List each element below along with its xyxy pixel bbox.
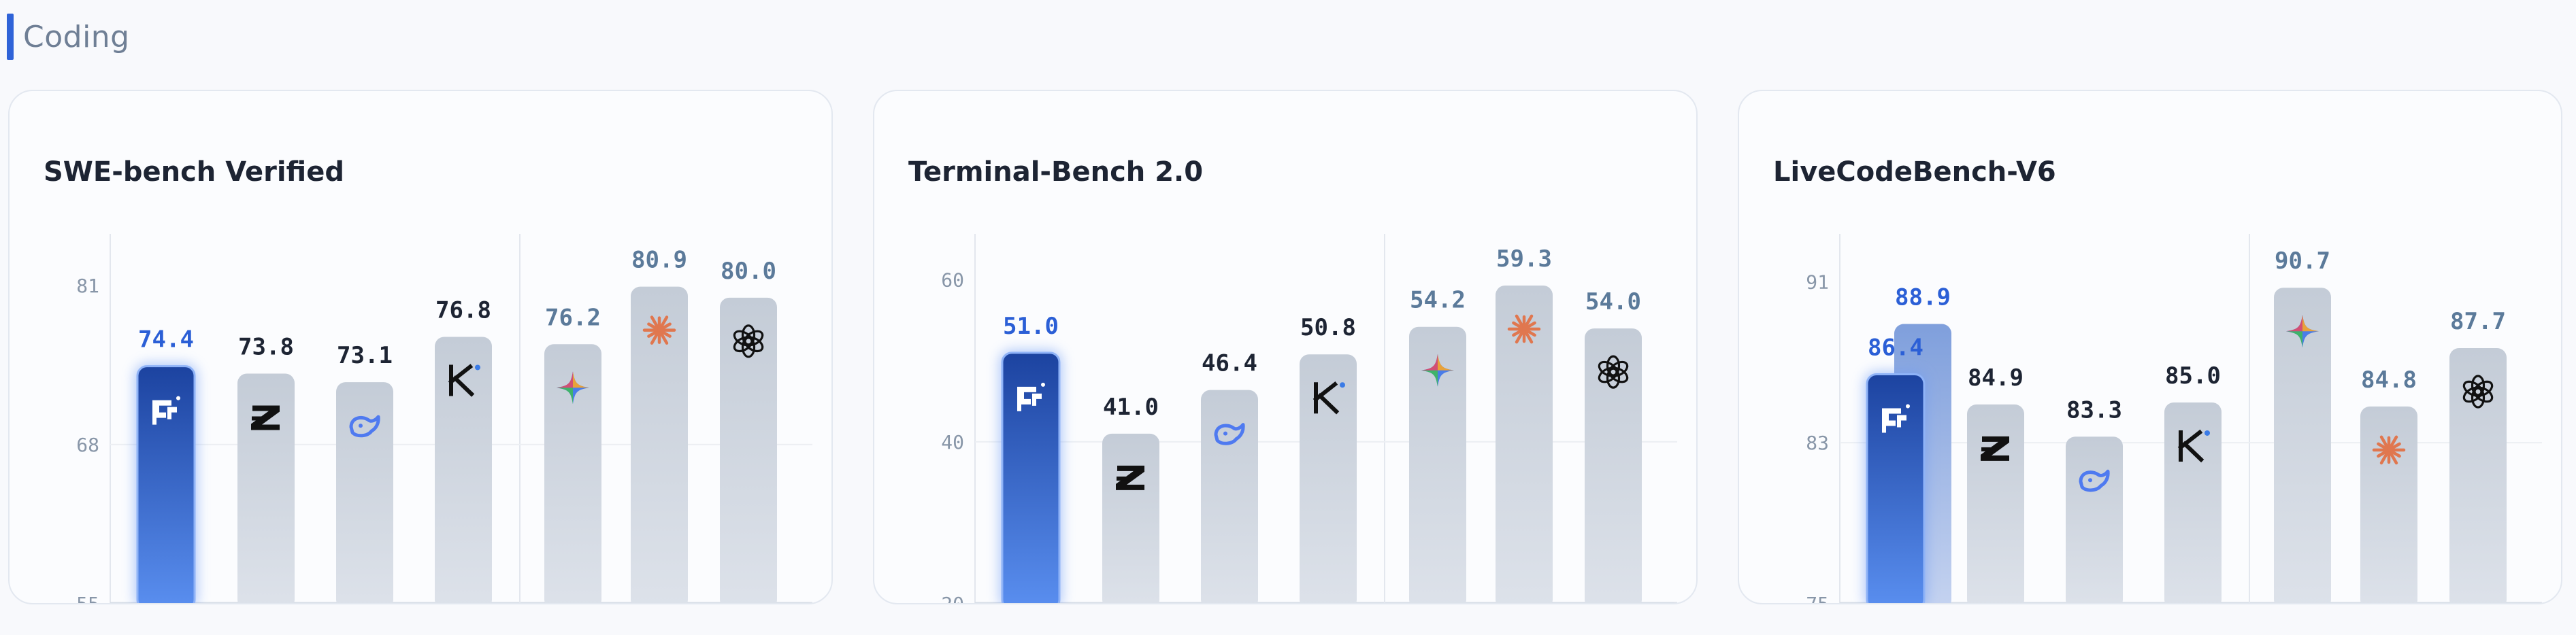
flag-logo-icon: [152, 396, 180, 425]
bar-value-label: 51.0: [1003, 313, 1059, 340]
bar: [544, 344, 601, 603]
bar-value-label: 54.0: [1585, 288, 1641, 315]
section-header: Coding: [7, 14, 130, 60]
bar-value-label: 84.8: [2361, 366, 2417, 394]
bar-value-label: 73.1: [337, 342, 393, 369]
bar: [1967, 404, 2024, 603]
starburst-logo-icon: [2372, 435, 2406, 465]
flag-logo-icon: [1882, 404, 1910, 433]
k-logo-icon: [1312, 381, 1345, 415]
bar: [2360, 406, 2417, 603]
whale-logo-icon: [349, 415, 380, 438]
y-tick-label: 91: [1806, 271, 1829, 293]
bar-value-label: 86.4: [1868, 334, 1923, 362]
y-tick-label: 83: [1806, 432, 1829, 454]
bar-chart: 20 40 60 51.0 41.0 46.4 50.8 54.2 59.3 54.0: [941, 234, 1677, 604]
bar-value-label: 54.2: [1410, 287, 1466, 314]
bar-value-label: 46.4: [1202, 350, 1257, 377]
bar: [237, 373, 295, 603]
chart-title: Terminal-Bench 2.0: [908, 156, 1204, 188]
bar-value-label: 73.8: [238, 333, 294, 360]
y-tick-label: 55: [76, 593, 99, 604]
bar: [1496, 285, 1553, 603]
bar-value-label: 84.9: [1968, 364, 2024, 392]
y-tick-label: 81: [76, 275, 99, 297]
knot-logo-icon: [733, 324, 764, 358]
section-accent-bar: [7, 14, 14, 60]
chart-title: SWE-bench Verified: [44, 156, 344, 188]
bar: [2274, 288, 2331, 603]
section-title: Coding: [23, 19, 130, 54]
bar-value-label: 83.3: [2066, 396, 2122, 424]
bar-highlighted: [1001, 351, 1061, 603]
chart-panel-swe-bench: SWE-bench Verified 55 68 81 74.4 73.8 73.1 76.…: [8, 90, 833, 604]
y-tick-label: 75: [1806, 593, 1829, 604]
bar-value-label: 87.7: [2450, 308, 2506, 335]
y-tick-label: 68: [76, 434, 99, 456]
bar-highlighted: [136, 365, 196, 603]
bar-chart: 55 68 81 74.4 73.8 73.1 76.8 76.2 80.9 80.0: [76, 234, 812, 604]
bar: [1585, 328, 1642, 603]
knot-logo-icon: [1598, 355, 1629, 389]
bar-value-label: 90.7: [2275, 247, 2330, 275]
y-tick-label: 60: [941, 269, 964, 292]
whale-logo-icon: [1214, 423, 1245, 445]
chart-title: LiveCodeBench-V6: [1773, 156, 2056, 188]
ghost-value-label: 88.9: [1895, 284, 1951, 311]
bar: [435, 337, 492, 603]
k-logo-icon: [2177, 429, 2210, 463]
knot-logo-icon: [2462, 375, 2494, 409]
z-logo-icon: [251, 405, 280, 430]
bar: [1409, 326, 1466, 603]
bar-value-label: 41.0: [1103, 394, 1159, 421]
bar: [631, 286, 688, 603]
z-logo-icon: [1981, 436, 2009, 461]
whale-logo-icon: [2079, 469, 2110, 492]
bar: [720, 297, 777, 603]
bar-value-label: 76.8: [435, 296, 491, 324]
sparkle-logo-icon: [557, 371, 589, 405]
bar: [336, 382, 393, 603]
sparkle-logo-icon: [2286, 315, 2319, 348]
bar-value-label: 74.4: [138, 326, 194, 354]
bar-value-label: 76.2: [545, 304, 601, 331]
bar-highlighted: [1866, 373, 1926, 603]
bar-value-label: 59.3: [1496, 245, 1552, 273]
bar-value-label: 85.0: [2165, 362, 2221, 390]
bar: [2449, 348, 2507, 603]
chart-panel-livecodebench: LiveCodeBench-V6 75 83 91 88.9 86.4 84.9 83.3 8…: [1738, 90, 2562, 604]
bar-value-label: 80.9: [631, 247, 687, 274]
flag-logo-icon: [1017, 382, 1045, 411]
y-tick-label: 40: [941, 431, 964, 453]
z-logo-icon: [1116, 465, 1144, 490]
k-logo-icon: [448, 364, 480, 397]
bar-chart: 75 83 91 88.9 86.4 84.9 83.3 85.0 90.7 84.8 87.7: [1806, 234, 2542, 604]
bar: [1201, 390, 1258, 603]
y-tick-label: 20: [941, 593, 964, 604]
bar: [2164, 402, 2222, 603]
starburst-logo-icon: [642, 315, 676, 345]
bar: [1102, 433, 1159, 603]
bar-value-label: 80.0: [721, 258, 776, 285]
starburst-logo-icon: [1507, 314, 1541, 344]
bar: [2066, 436, 2123, 603]
chart-panel-terminal-bench: Terminal-Bench 2.0 20 40 60 51.0 41.0 46.4 50.…: [873, 90, 1698, 604]
bar: [1300, 354, 1357, 603]
sparkle-logo-icon: [1421, 354, 1454, 387]
bar-value-label: 50.8: [1300, 314, 1356, 341]
